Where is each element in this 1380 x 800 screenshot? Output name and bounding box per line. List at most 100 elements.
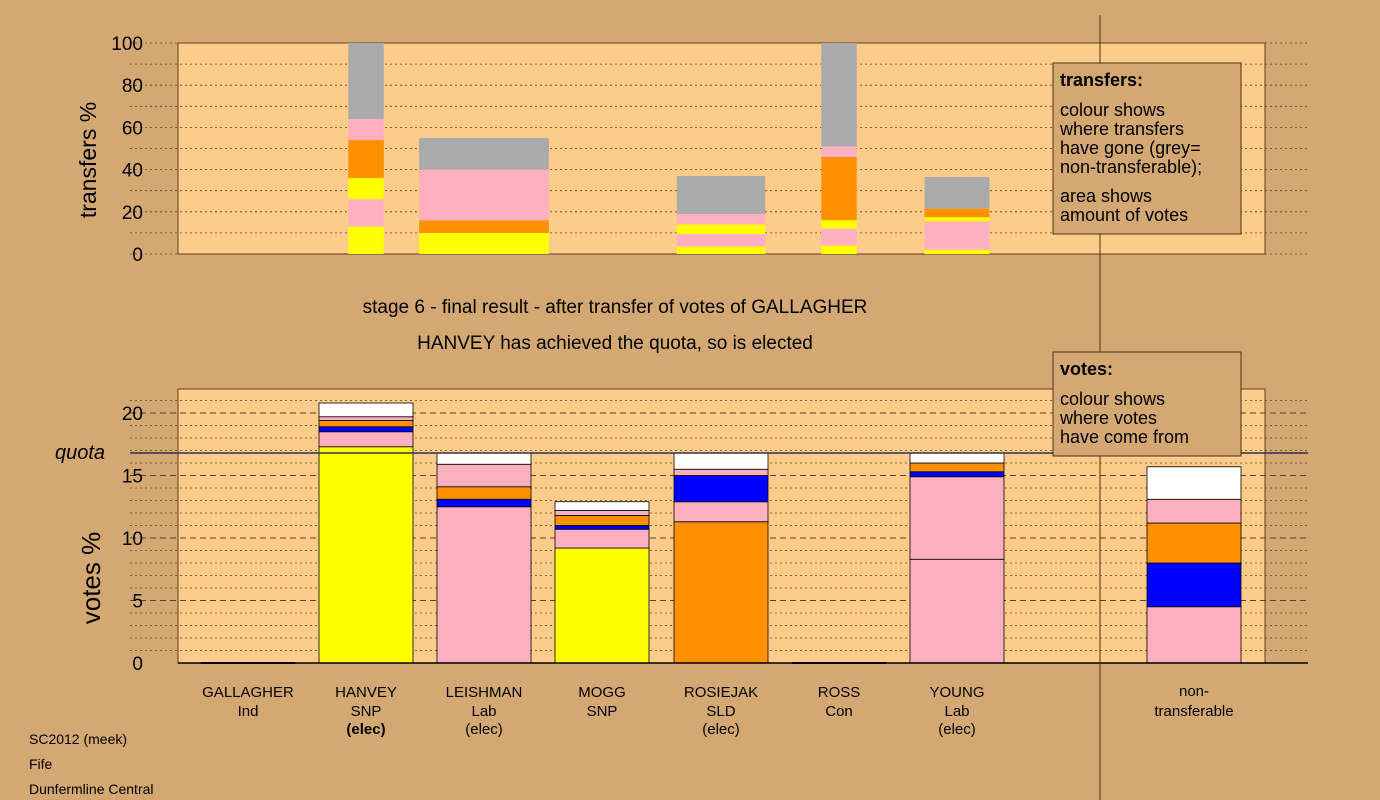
candidate-label: LEISHMAN Lab(elec): [446, 684, 523, 738]
nontransferable-label: non- transferable: [1154, 683, 1233, 720]
quota-label: quota: [55, 442, 105, 464]
transfer-bar-segment: [348, 140, 384, 179]
transfer-bar-segment: [924, 176, 990, 209]
candidate-labels: GALLAGHERIndHANVEYSNP(elec)LEISHMANLab(e…: [202, 684, 984, 738]
candidate-label: ROSS Con: [818, 684, 861, 720]
candidate-label: YOUNG Lab(elec): [929, 684, 984, 738]
transfer-bar-segment: [676, 175, 766, 214]
transfer-bar-segment: [348, 178, 384, 200]
vote-bar-segment: [436, 452, 532, 465]
transfer-bar-segment: [676, 213, 766, 225]
candidate-party: SLD: [706, 703, 735, 720]
transfer-bar-segment: [419, 137, 549, 170]
vote-bar-segment: [673, 521, 769, 664]
vote-bar-segment: [318, 446, 414, 664]
vote-bar-segment: [1146, 606, 1242, 664]
candidate-name: HANVEY: [335, 684, 397, 701]
transfer-bar-segment: [419, 169, 549, 221]
transfers-y-tick-label: 0: [132, 245, 143, 266]
transfer-bar-segment: [419, 232, 549, 254]
transfer-bar-segment: [676, 224, 766, 234]
transfers-bars: [348, 43, 990, 254]
vote-bar-segment: [554, 501, 650, 511]
candidate-label: ROSIEJAK SLD(elec): [684, 684, 758, 738]
candidate-label: HANVEY SNP(elec): [335, 684, 397, 738]
transfer-bar-segment: [924, 217, 990, 222]
stage-caption: stage 6 - final result - after transfer …: [363, 297, 868, 318]
transfers-legend-title: transfers:: [1060, 70, 1143, 90]
vote-bar-segment: [909, 471, 1005, 478]
vote-bar-segment: [673, 452, 769, 470]
vote-bar-segment: [673, 501, 769, 523]
candidate-party: Con: [825, 703, 853, 720]
vote-bar-segment: [909, 452, 1005, 464]
transfers-legend-line: where transfers: [1059, 119, 1184, 139]
transfer-bar-segment: [676, 246, 766, 254]
vote-bar-segment: [436, 463, 532, 488]
transfer-bar-segment: [821, 146, 857, 157]
vote-bar-segment: [318, 431, 414, 448]
vote-bar-segment: [436, 486, 532, 500]
transfers-y-axis-label: transfers %: [75, 102, 101, 218]
transfers-legend-line: have gone (grey=: [1060, 138, 1201, 158]
transfers-y-tick-label: 80: [122, 76, 143, 97]
nontransferable-label-line: non-: [1179, 683, 1209, 700]
vote-bar-segment: [318, 402, 414, 418]
candidate-party: Lab: [944, 703, 969, 720]
vote-bar-segment: [554, 510, 650, 516]
transfer-bar-segment: [348, 43, 384, 119]
candidate-party: Lab: [471, 703, 496, 720]
candidate-status: (elec): [346, 721, 385, 738]
footer-ward: Dunfermline Central: [29, 781, 154, 797]
candidate-party: Ind: [238, 703, 259, 720]
transfer-bar-segment: [348, 226, 384, 254]
transfer-bar-segment: [821, 43, 857, 147]
vote-bar-segment: [1146, 466, 1242, 500]
vote-bar-segment: [1146, 498, 1242, 524]
transfer-bar-segment: [348, 118, 384, 141]
vote-bar-segment: [673, 475, 769, 503]
transfers-y-tick-label: 60: [122, 118, 143, 139]
candidate-label: GALLAGHER Ind: [202, 684, 294, 720]
transfer-bar-segment: [676, 233, 766, 247]
transfer-bar-segment: [821, 220, 857, 229]
votes-y-tick-label: 10: [122, 529, 143, 550]
votes-y-tick-label: 15: [122, 467, 143, 488]
vote-bar-segment: [436, 506, 532, 664]
vote-bar-segment: [673, 468, 769, 476]
transfers-y-ticks: 0 20 40 60 80 100: [111, 34, 143, 266]
votes-legend-line: colour shows: [1060, 389, 1165, 409]
votes-y-axis-label: votes %: [76, 532, 106, 625]
candidate-name: YOUNG: [929, 684, 984, 701]
votes-y-tick-label: 5: [132, 592, 143, 613]
candidate-party: SNP: [587, 703, 618, 720]
transfer-bar-segment: [924, 249, 990, 254]
votes-legend-line: have come from: [1060, 427, 1189, 447]
candidate-status: (elec): [465, 721, 503, 738]
vote-bar-segment: [554, 547, 650, 664]
transfers-legend-line: amount of votes: [1060, 205, 1188, 225]
elected-caption: HANVEY has achieved the quota, so is ele…: [417, 333, 813, 354]
transfers-legend: transfers: colour shows where transfers …: [1052, 62, 1242, 235]
nontransferable-label-line: transferable: [1154, 703, 1233, 720]
vote-bar-segment: [909, 462, 1005, 473]
votes-legend-line: where votes: [1059, 408, 1157, 428]
vote-bar-segment: [1146, 522, 1242, 564]
candidate-name: LEISHMAN: [446, 684, 523, 701]
candidate-name: GALLAGHER: [202, 684, 294, 701]
candidate-status: (elec): [938, 721, 976, 738]
candidate-party: SNP: [351, 703, 382, 720]
footer-source: SC2012 (meek): [29, 731, 127, 747]
candidate-name: MOGG: [578, 684, 626, 701]
footer-region: Fife: [29, 756, 53, 772]
transfers-legend-line: area shows: [1060, 186, 1152, 206]
votes-legend-title: votes:: [1060, 359, 1113, 379]
votes-legend: votes: colour shows where votes have com…: [1052, 351, 1242, 457]
transfer-bar-segment: [348, 199, 384, 227]
vote-bar-segment: [318, 420, 414, 428]
transfer-bar-segment: [419, 220, 549, 233]
vote-bar-segment: [554, 528, 650, 549]
transfers-y-tick-label: 40: [122, 161, 143, 182]
vote-bar-segment: [318, 426, 414, 433]
transfers-y-tick-label: 100: [111, 34, 143, 55]
